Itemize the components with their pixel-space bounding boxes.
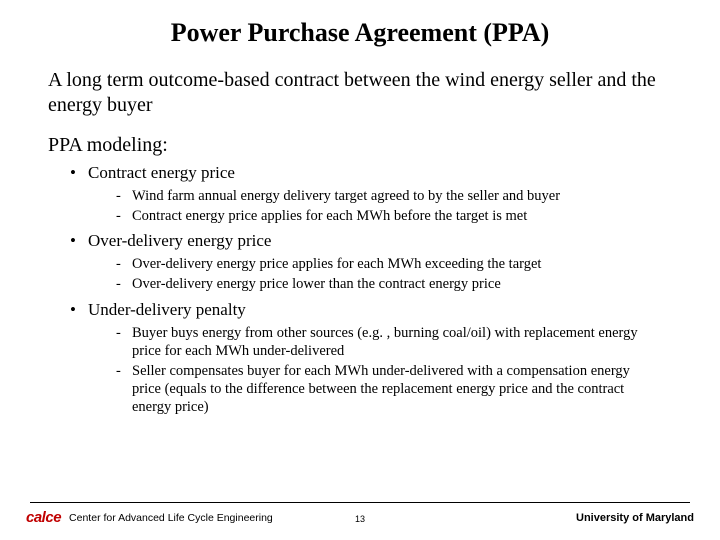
slide-footer: calce Center for Advanced Life Cycle Eng… [0, 502, 720, 526]
bullet-l2: Over-delivery energy price lower than th… [132, 275, 662, 293]
footer-university: University of Maryland [576, 512, 694, 524]
slide-subtitle: A long term outcome-based contract betwe… [48, 68, 672, 118]
slide-body: Power Purchase Agreement (PPA) A long te… [0, 0, 720, 416]
bullet-l2: Buyer buys energy from other sources (e.… [132, 324, 662, 360]
bullet-l1: Over-delivery energy price [88, 231, 672, 251]
slide-title: Power Purchase Agreement (PPA) [48, 18, 672, 48]
footer-org: Center for Advanced Life Cycle Engineeri… [69, 512, 273, 524]
footer-divider [30, 502, 690, 503]
footer-row: calce Center for Advanced Life Cycle Eng… [26, 509, 694, 526]
bullet-l2: Over-delivery energy price applies for e… [132, 255, 662, 273]
bullet-l2: Wind farm annual energy delivery target … [132, 187, 662, 205]
bullet-l2: Contract energy price applies for each M… [132, 207, 662, 225]
section-label: PPA modeling: [48, 134, 672, 157]
bullet-l2: Seller compensates buyer for each MWh un… [132, 362, 662, 416]
bullet-l1: Under-delivery penalty [88, 300, 672, 320]
bullet-group-1: Over-delivery energy price Over-delivery… [48, 231, 672, 293]
logo-text: calce [26, 509, 61, 526]
footer-left: calce Center for Advanced Life Cycle Eng… [26, 509, 273, 526]
page-number: 13 [355, 514, 365, 524]
bullet-group-0: Contract energy price Wind farm annual e… [48, 163, 672, 225]
bullet-l1: Contract energy price [88, 163, 672, 183]
bullet-group-2: Under-delivery penalty Buyer buys energy… [48, 300, 672, 417]
